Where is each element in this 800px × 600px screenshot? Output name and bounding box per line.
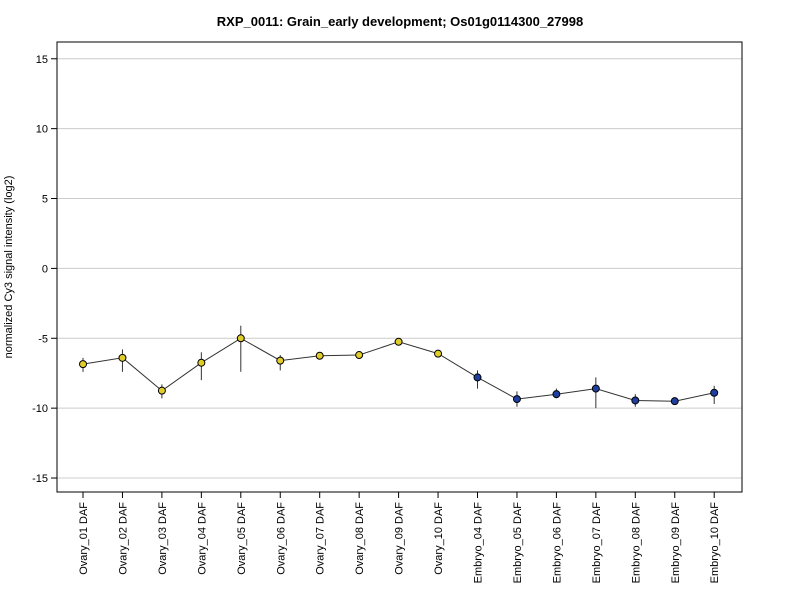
x-tick-label: Embryo_05 DAF bbox=[512, 502, 524, 584]
y-tick-label: -5 bbox=[38, 333, 48, 345]
data-point bbox=[276, 356, 285, 365]
x-tick-label: Ovary_09 DAF bbox=[394, 502, 406, 575]
y-tick-label: 0 bbox=[42, 263, 48, 275]
data-point bbox=[394, 337, 403, 346]
x-tick-label: Ovary_08 DAF bbox=[354, 502, 366, 575]
data-point bbox=[355, 351, 364, 360]
data-point bbox=[157, 386, 166, 395]
y-tick-label: 15 bbox=[36, 54, 48, 66]
y-tick-label: 10 bbox=[36, 124, 48, 136]
y-tick-label: 5 bbox=[42, 194, 48, 206]
data-point bbox=[473, 373, 482, 382]
grid-lines bbox=[57, 58, 742, 479]
data-point bbox=[434, 349, 443, 358]
x-tick-label: Embryo_04 DAF bbox=[473, 502, 485, 584]
y-axis-label: normalized Cy3 signal intensity (log2) bbox=[3, 176, 15, 359]
y-tick-label: -15 bbox=[32, 473, 48, 485]
x-tick-label: Ovary_02 DAF bbox=[117, 502, 129, 575]
x-tick-label: Ovary_10 DAF bbox=[433, 502, 445, 575]
data-point bbox=[197, 358, 206, 367]
x-tick-label: Ovary_06 DAF bbox=[275, 502, 287, 575]
x-tick-label: Ovary_05 DAF bbox=[236, 502, 248, 575]
data-point bbox=[631, 396, 640, 405]
x-tick-label: Embryo_07 DAF bbox=[591, 502, 603, 584]
data-point bbox=[236, 334, 245, 343]
y-tick-label: -10 bbox=[32, 403, 48, 415]
series-line bbox=[82, 337, 715, 402]
data-point bbox=[79, 360, 87, 369]
x-tick-label: Embryo_09 DAF bbox=[670, 502, 682, 584]
y-axis: -15 -10 -5 0 5 10 15 bbox=[32, 54, 57, 485]
data-point bbox=[591, 384, 600, 393]
data-point bbox=[118, 353, 127, 362]
data-point bbox=[315, 351, 324, 360]
data-points bbox=[79, 334, 719, 406]
x-tick-label: Embryo_10 DAF bbox=[709, 502, 721, 584]
x-tick-label: Embryo_06 DAF bbox=[551, 502, 563, 584]
x-tick-label: Ovary_03 DAF bbox=[157, 502, 169, 575]
x-tick-label: Embryo_08 DAF bbox=[630, 502, 642, 584]
x-tick-label: Ovary_01 DAF bbox=[78, 502, 90, 575]
data-point bbox=[512, 395, 521, 404]
plot-frame bbox=[56, 41, 743, 493]
data-point bbox=[552, 390, 561, 399]
chart-title: RXP_0011: Grain_early development; Os01g… bbox=[217, 14, 583, 29]
data-point bbox=[710, 388, 719, 397]
x-axis: Ovary_01 DAF Ovary_02 DAF Ovary_03 DAF Ovar… bbox=[78, 492, 721, 583]
series-polyline bbox=[82, 337, 715, 402]
x-tick-label: Ovary_07 DAF bbox=[315, 502, 327, 575]
data-point bbox=[670, 397, 679, 406]
x-tick-label: Ovary_04 DAF bbox=[196, 502, 208, 575]
